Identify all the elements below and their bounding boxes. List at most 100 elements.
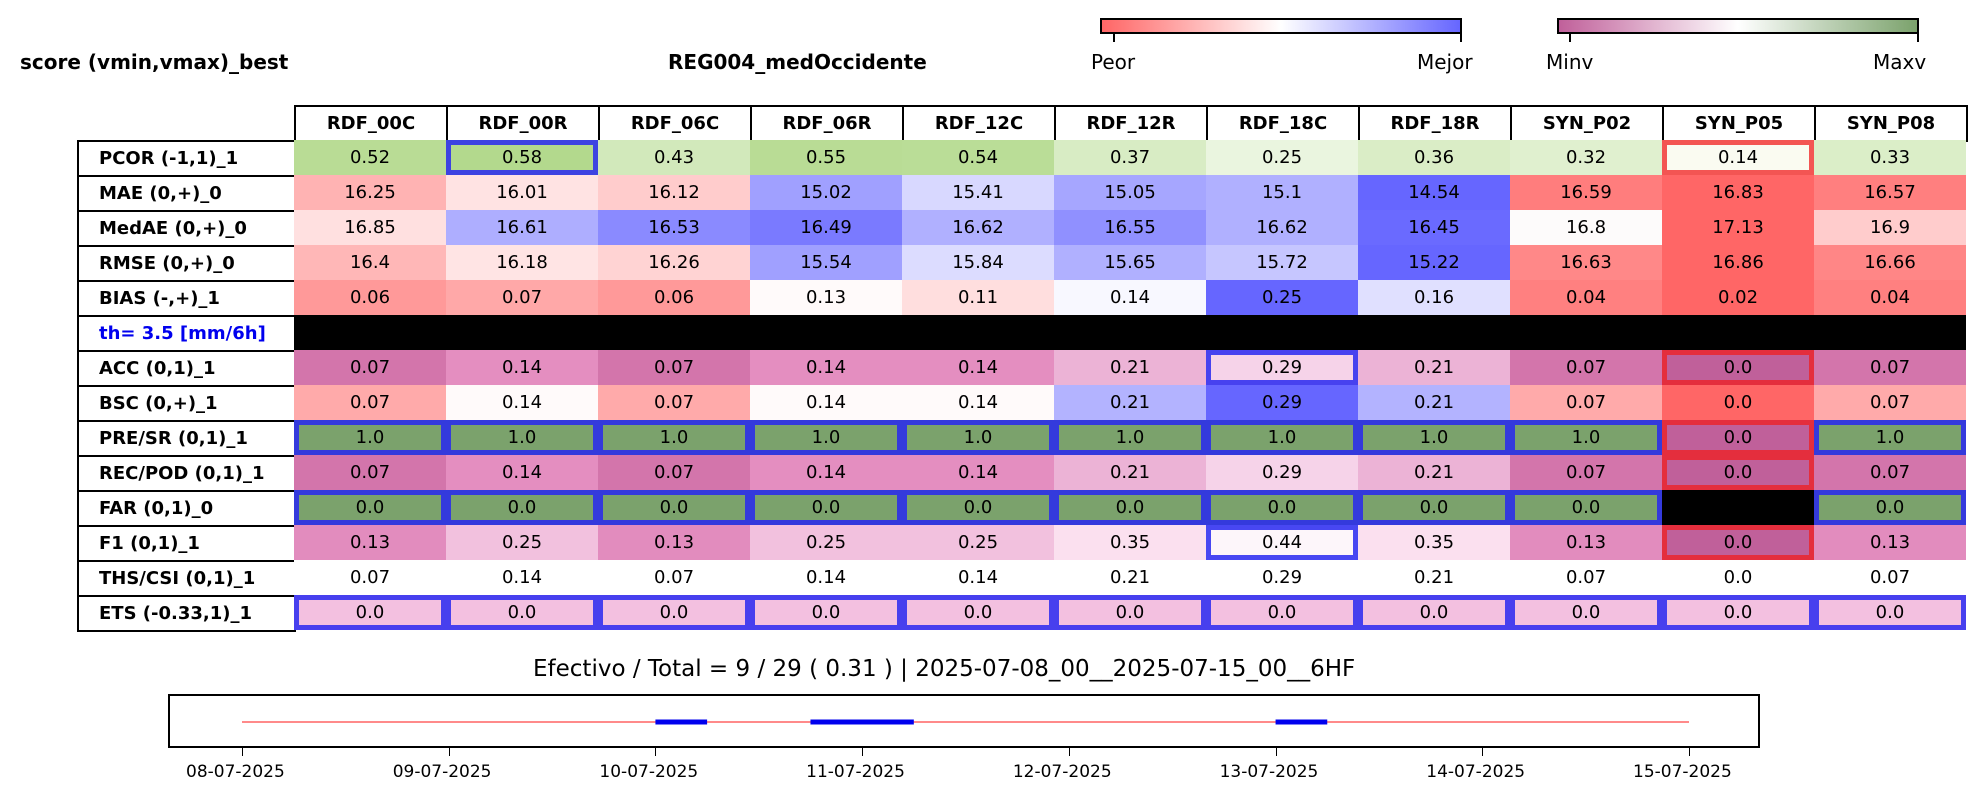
heatmap-cell: 0.07 [598,385,750,420]
heatmap-cell: 15.54 [750,245,902,280]
colorbar-right-label: Maxv [1873,50,1927,74]
heatmap-cell: 0.43 [598,140,750,175]
heatmap-cell: 0.0 [294,595,446,630]
x-tick-label: 14-07-2025 [1426,762,1526,782]
heatmap-cell: 0.0 [294,490,446,525]
heatmap-cell: 0.25 [1206,280,1358,315]
row-header: THS/CSI (0,1)_1 [77,560,296,597]
heatmap-cell: 0.0 [902,595,1054,630]
x-tick-label: 11-07-2025 [806,762,905,782]
heatmap-cell: 0.0 [1662,525,1814,560]
column-header: RDF_06R [750,105,904,142]
heatmap-cell: 0.35 [1358,525,1510,560]
heatmap-cell: 0.14 [750,385,902,420]
heatmap-cell: 16.12 [598,175,750,210]
heatmap-cell [598,315,750,350]
colorbar-right-label: Mejor [1417,50,1473,74]
heatmap-cell [1358,315,1510,350]
heatmap-cell: 0.0 [1510,490,1662,525]
row-header: F1 (0,1)_1 [77,525,296,562]
heatmap-cell: 16.9 [1814,210,1966,245]
heatmap-cell: 0.0 [1206,490,1358,525]
heatmap-cell: 1.0 [446,420,598,455]
row-header: RMSE (0,+)_0 [77,245,296,282]
value-colorbar [1557,18,1919,34]
row-header: FAR (0,1)_0 [77,490,296,527]
x-tick-label: 13-07-2025 [1219,762,1319,782]
heatmap-cell: 0.0 [1662,350,1814,385]
timeline-axis: 08-07-2025 09-07-2025 10-07-2025 11-07-2025… [0,748,1978,788]
heatmap-cell: 16.57 [1814,175,1966,210]
heatmap-cell: 0.0 [1054,595,1206,630]
colorbar-left-label: Minv [1546,50,1594,74]
heatmap-cell: 0.25 [446,525,598,560]
heatmap-cell: 15.84 [902,245,1054,280]
row-header: PCOR (-1,1)_1 [77,140,296,177]
x-tick-label: 12-07-2025 [1012,762,1112,782]
heatmap-cell: 16.59 [1510,175,1662,210]
heatmap-cell: 0.0 [1662,560,1814,595]
heatmap-cell: 0.0 [1814,490,1966,525]
heatmap-cell: 1.0 [1814,420,1966,455]
heatmap-cell: 0.07 [1814,560,1966,595]
heatmap-cell [902,315,1054,350]
row-header: th= 3.5 [mm/6h] [77,315,296,352]
heatmap-cell: 0.13 [1510,525,1662,560]
heatmap-cell [1510,315,1662,350]
heatmap-cell: 0.07 [294,455,446,490]
heatmap-cell: 16.55 [1054,210,1206,245]
x-tick [655,748,657,756]
heatmap-cell: 0.14 [750,350,902,385]
performance-colorbar [1100,18,1462,34]
heatmap-cell: 0.07 [1510,385,1662,420]
heatmap-cell: 0.54 [902,140,1054,175]
heatmap-cell: 16.83 [1662,175,1814,210]
timeline-title: Efectivo / Total = 9 / 29 ( 0.31 ) | 202… [533,656,1356,682]
heatmap-cell: 0.07 [294,385,446,420]
heatmap-cell: 0.0 [1814,595,1966,630]
heatmap-cell: 0.14 [446,455,598,490]
heatmap-cell: 0.07 [1510,350,1662,385]
heatmap-cell: 1.0 [294,420,446,455]
heatmap-cell [446,315,598,350]
heatmap-cell [294,315,446,350]
heatmap-cell: 0.0 [598,490,750,525]
heatmap-cell: 0.29 [1206,455,1358,490]
heatmap-cell: 15.41 [902,175,1054,210]
heatmap-cell: 0.0 [1662,420,1814,455]
heatmap-cell: 0.0 [1662,455,1814,490]
column-header: RDF_00R [446,105,600,142]
row-header: ACC (0,1)_1 [77,350,296,387]
heatmap-cell: 1.0 [1054,420,1206,455]
heatmap-cell [750,315,902,350]
heatmap-cell: 1.0 [902,420,1054,455]
x-tick [1275,748,1277,756]
heatmap-cell: 0.07 [598,455,750,490]
heatmap-cell [1662,315,1814,350]
heatmap-cell: 1.0 [598,420,750,455]
heatmap-cell: 0.13 [294,525,446,560]
heatmap-cell: 0.29 [1206,350,1358,385]
heatmap-cell: 0.07 [1510,455,1662,490]
heatmap-cell: 0.16 [1358,280,1510,315]
heatmap-cell: 0.29 [1206,560,1358,595]
heatmap-cell: 16.61 [446,210,598,245]
row-header: BSC (0,+)_1 [77,385,296,422]
heatmap-cell: 0.0 [750,595,902,630]
heatmap-cell: 16.45 [1358,210,1510,245]
heatmap-cell: 0.0 [1054,490,1206,525]
heatmap-cell: 0.0 [1662,385,1814,420]
heatmap-cell: 16.86 [1662,245,1814,280]
heatmap-cell: 0.04 [1510,280,1662,315]
colorbar-tick [1460,34,1462,42]
heatmap-cell: 0.13 [1814,525,1966,560]
row-header: MedAE (0,+)_0 [77,210,296,247]
column-header: SYN_P05 [1662,105,1816,142]
heatmap-cell: 16.53 [598,210,750,245]
heatmap-cell: 0.0 [446,595,598,630]
heatmap-cell: 16.49 [750,210,902,245]
heatmap-cell: 0.32 [1510,140,1662,175]
heatmap-cell: 0.14 [1662,140,1814,175]
x-tick [242,748,243,756]
heatmap-cell: 1.0 [750,420,902,455]
